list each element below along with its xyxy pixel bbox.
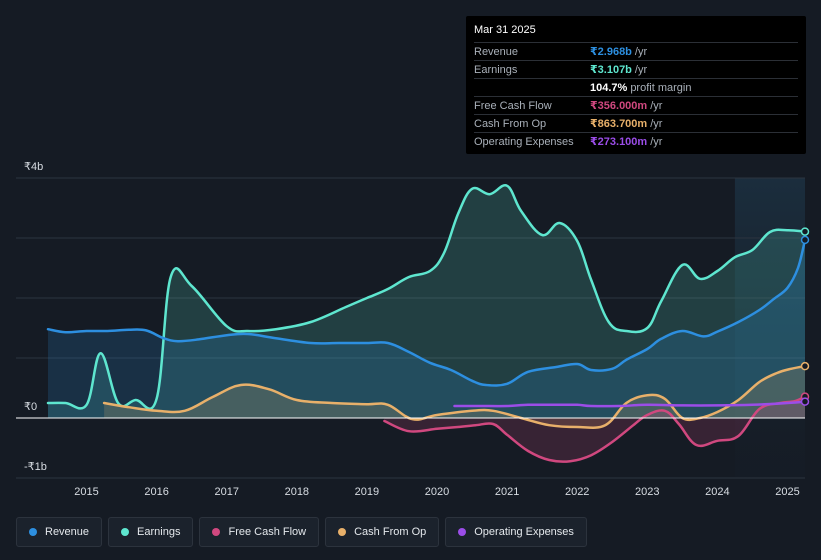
cash-from-op-end-marker	[800, 361, 810, 371]
cash-from-op-line	[102, 364, 807, 429]
x-tick-label: 2016	[144, 486, 168, 498]
x-tick-label: 2022	[565, 486, 589, 498]
gridlines	[16, 177, 805, 479]
tooltip-row-label: Operating Expenses	[474, 135, 574, 148]
y-axis-ticks: ₹4b ₹0 -₹1b	[24, 161, 47, 473]
x-tick-label: 2025	[775, 486, 799, 498]
legend-dot-icon	[458, 528, 467, 536]
tooltip-row-unit: /yr	[634, 63, 648, 76]
y-tick-label: -₹1b	[24, 461, 47, 473]
free-cash-flow-line	[383, 395, 807, 463]
tooltip-row-value: ₹273.100m	[590, 136, 648, 148]
tooltip-row-label: Earnings	[474, 63, 518, 76]
tooltip-row: Earnings ₹3.107b/yr	[474, 60, 798, 78]
legend-item-earnings[interactable]: Earnings	[108, 517, 194, 547]
legend-dot-icon	[338, 528, 347, 536]
tooltip-row-unit: /yr	[650, 135, 663, 148]
x-tick-label: 2018	[285, 486, 309, 498]
revenue-end-marker	[800, 235, 810, 245]
tooltip-row-label: Free Cash Flow	[474, 99, 552, 112]
y-tick-label: ₹0	[24, 401, 37, 413]
operating-expenses-line	[453, 400, 807, 408]
tooltip-row-label: Revenue	[474, 45, 519, 58]
tooltip-row: 104.7% profit margin	[474, 78, 798, 96]
legend-label: Free Cash Flow	[228, 526, 307, 538]
y-tick-label: ₹4b	[24, 161, 43, 173]
legend-item-revenue[interactable]: Revenue	[16, 517, 103, 547]
legend-dot-icon	[29, 528, 37, 536]
tooltip-date: Mar 31 2025	[474, 24, 536, 36]
x-tick-label: 2019	[355, 486, 379, 498]
x-tick-label: 2021	[495, 486, 519, 498]
tooltip-row-unit: /yr	[650, 99, 663, 112]
tooltip-row-value: ₹2.968b	[590, 46, 632, 58]
earnings-end-marker	[800, 227, 810, 236]
series-lines	[46, 184, 807, 463]
x-tick-label: 2024	[705, 486, 729, 498]
series-end-markers	[800, 227, 810, 406]
legend-label: Revenue	[45, 526, 90, 538]
tooltip-row: Free Cash Flow ₹356.000m/yr	[474, 96, 798, 114]
tooltip-row-unit: profit margin	[630, 81, 692, 94]
legend-item-operating-expenses[interactable]: Operating Expenses	[445, 517, 587, 547]
tooltip-row-value: ₹863.700m	[590, 118, 648, 130]
earnings-area	[48, 185, 805, 418]
tooltip-panel: Mar 31 2025 Revenue ₹2.968b/yr Earnings ₹3.…	[466, 16, 806, 154]
x-axis-ticks: 2015 2016 2017 2018 2019 2020 2021 2022 2023 2024…	[74, 486, 799, 498]
legend: Revenue Earnings Free Cash Flow Cash From O…	[16, 517, 587, 547]
legend-item-free-cash-flow[interactable]: Free Cash Flow	[199, 517, 320, 547]
legend-dot-icon	[212, 528, 221, 536]
cash-from-op-area	[104, 366, 806, 428]
tooltip-row-value: ₹3.107b	[590, 64, 632, 76]
legend-item-cash-from-op[interactable]: Cash From Op	[325, 517, 440, 547]
legend-dot-icon	[121, 528, 130, 536]
tooltip-row-label: Cash From Op	[474, 117, 547, 130]
legend-label: Cash From Op	[354, 526, 427, 538]
legend-label: Earnings	[137, 526, 181, 538]
tooltip-row: Operating Expenses ₹273.100m/yr	[474, 132, 798, 150]
revenue-line	[46, 238, 807, 387]
x-tick-label: 2015	[74, 486, 98, 498]
legend-label: Operating Expenses	[474, 526, 574, 538]
operating-expenses-end-marker	[800, 397, 810, 406]
tooltip-row: Revenue ₹2.968b/yr	[474, 42, 798, 60]
tooltip-row: Cash From Op ₹863.700m/yr	[474, 114, 798, 132]
revenue-area	[48, 239, 805, 418]
tooltip-row-value: 104.7%	[590, 81, 628, 94]
tooltip-row-unit: /yr	[650, 117, 663, 130]
x-tick-label: 2023	[635, 486, 659, 498]
earnings-line	[46, 184, 807, 410]
tooltip-row-value: ₹356.000m	[590, 100, 648, 112]
tooltip-row-unit: /yr	[634, 45, 648, 58]
x-tick-label: 2020	[425, 486, 449, 498]
x-tick-label: 2017	[214, 486, 238, 498]
